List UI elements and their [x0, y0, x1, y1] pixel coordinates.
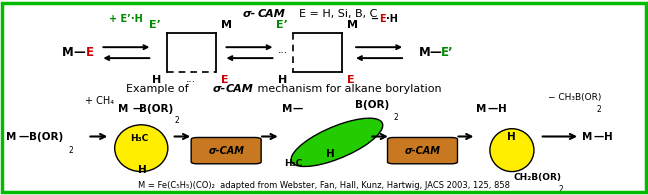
- Text: M: M: [582, 131, 592, 142]
- Ellipse shape: [291, 118, 383, 167]
- Text: 2: 2: [175, 116, 179, 125]
- Text: H: H: [604, 131, 613, 142]
- Text: —: —: [73, 46, 85, 59]
- FancyBboxPatch shape: [191, 137, 261, 164]
- Text: H: H: [326, 149, 335, 159]
- Text: E’: E’: [276, 20, 288, 30]
- Text: 2: 2: [559, 185, 563, 194]
- Text: E: E: [347, 75, 355, 85]
- Text: H: H: [498, 104, 507, 114]
- Text: + CH₄: + CH₄: [85, 96, 113, 106]
- Text: H: H: [152, 75, 161, 85]
- Text: H: H: [507, 131, 516, 142]
- Text: M: M: [419, 46, 430, 59]
- Text: M = Fe(C₅H₅)(CO)₂  adapted from Webster, Fan, Hall, Kunz, Hartwig, JACS 2003, 12: M = Fe(C₅H₅)(CO)₂ adapted from Webster, …: [138, 181, 510, 190]
- FancyBboxPatch shape: [388, 137, 457, 164]
- Text: −: −: [371, 13, 382, 24]
- Text: B(OR): B(OR): [29, 131, 63, 142]
- Text: + E’·H: + E’·H: [110, 13, 143, 24]
- Text: E’: E’: [150, 20, 161, 30]
- Text: CAM: CAM: [226, 84, 253, 94]
- Text: E: E: [221, 75, 229, 85]
- Ellipse shape: [490, 129, 534, 172]
- Text: —: —: [293, 104, 303, 114]
- Text: Example of: Example of: [126, 84, 192, 94]
- Text: —: —: [430, 46, 441, 59]
- Text: H₃C: H₃C: [130, 134, 148, 143]
- Text: σ-CAM: σ-CAM: [208, 145, 244, 156]
- Text: CAM: CAM: [257, 9, 285, 19]
- Text: 2: 2: [596, 105, 601, 114]
- Text: 2: 2: [394, 113, 399, 121]
- Text: M: M: [118, 104, 128, 114]
- Text: mechanism for alkane borylation: mechanism for alkane borylation: [254, 84, 442, 94]
- Text: H₃C: H₃C: [284, 159, 302, 168]
- Text: ·H: ·H: [386, 13, 397, 24]
- Text: E = H, Si, B, C: E = H, Si, B, C: [292, 9, 377, 19]
- Text: B(OR): B(OR): [139, 104, 174, 114]
- Text: —: —: [133, 104, 143, 114]
- Text: E’: E’: [441, 46, 454, 59]
- Text: σ-CAM: σ-CAM: [404, 145, 441, 156]
- Text: M: M: [282, 104, 292, 114]
- Text: σ-: σ-: [213, 84, 226, 94]
- Text: σ-: σ-: [243, 9, 256, 19]
- Text: E: E: [86, 46, 93, 59]
- Text: M: M: [476, 104, 487, 114]
- Text: B(OR): B(OR): [355, 100, 389, 110]
- Text: M: M: [221, 20, 232, 30]
- Text: —: —: [18, 131, 29, 142]
- Text: H: H: [279, 75, 288, 85]
- Text: ···: ···: [277, 48, 288, 58]
- Text: M: M: [6, 131, 17, 142]
- Text: H: H: [138, 165, 147, 175]
- Text: M: M: [347, 20, 358, 30]
- Text: —: —: [487, 104, 498, 114]
- Text: ···: ···: [186, 77, 196, 87]
- Text: M: M: [62, 46, 74, 59]
- Text: 2: 2: [68, 146, 73, 155]
- Text: − CH₃B(OR): − CH₃B(OR): [548, 93, 601, 102]
- Text: —: —: [594, 131, 604, 142]
- Ellipse shape: [115, 125, 168, 172]
- Text: E: E: [379, 13, 386, 24]
- Text: CH₂B(OR): CH₂B(OR): [514, 173, 562, 182]
